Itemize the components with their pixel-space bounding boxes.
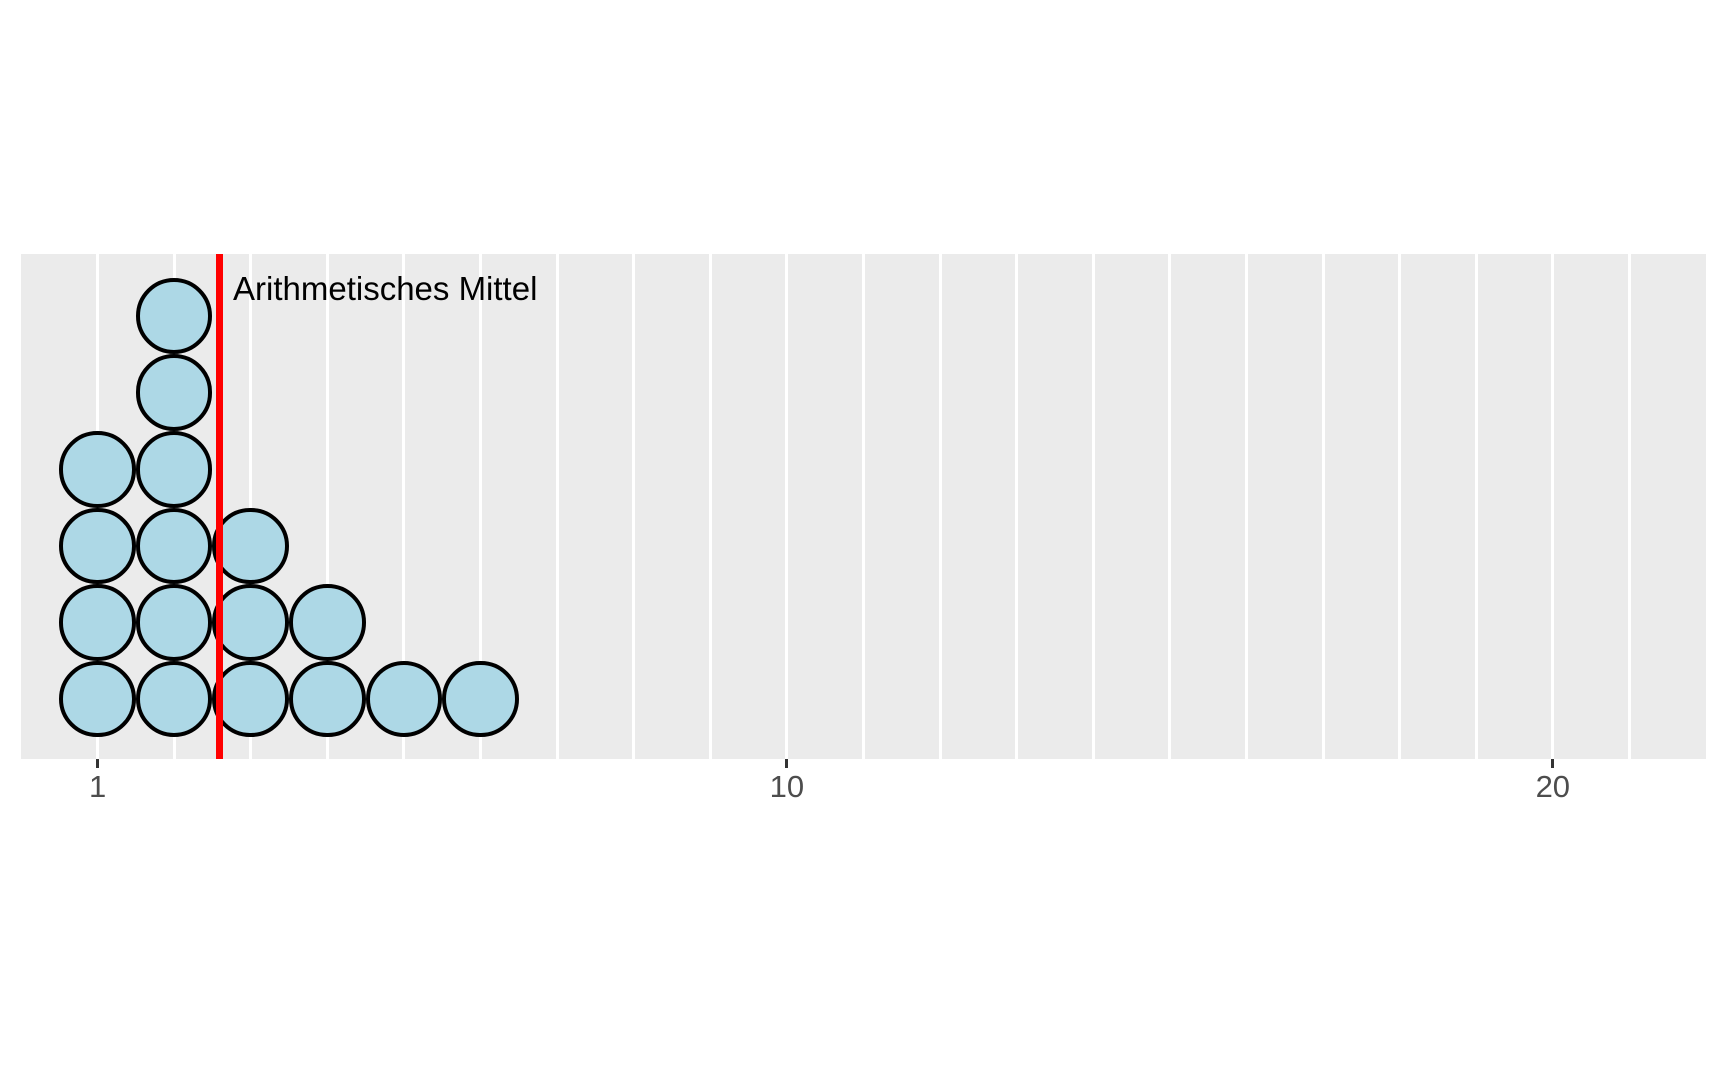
data-dot	[59, 430, 136, 508]
gridline	[1321, 254, 1325, 759]
gridline	[325, 254, 329, 759]
gridline	[708, 254, 712, 759]
data-dot	[59, 507, 136, 585]
gridline	[249, 254, 253, 759]
gridline	[1015, 254, 1019, 759]
data-dot	[442, 660, 519, 738]
mean-line	[215, 254, 223, 759]
x-tick-label: 20	[1535, 769, 1571, 804]
x-tick	[1551, 759, 1555, 768]
gridline	[785, 254, 789, 759]
x-tick-label: 10	[769, 769, 805, 804]
gridline	[1551, 254, 1555, 759]
x-tick-label: 1	[88, 769, 107, 804]
data-dot	[59, 584, 136, 661]
data-dot	[135, 277, 213, 355]
data-dot	[135, 660, 213, 738]
gridline	[402, 254, 406, 759]
data-dot	[289, 660, 366, 738]
gridline	[1398, 254, 1402, 759]
gridline	[862, 254, 865, 759]
gridline	[479, 254, 483, 759]
gridline	[1091, 254, 1095, 759]
data-dot	[135, 584, 213, 661]
gridline	[1474, 254, 1478, 759]
gridline	[1627, 254, 1631, 759]
x-tick	[96, 759, 100, 768]
gridline	[632, 254, 636, 759]
gridline	[555, 254, 559, 759]
data-dot	[135, 354, 213, 431]
data-dot	[365, 660, 443, 738]
plot-panel: Arithmetisches Mittel	[21, 254, 1706, 759]
x-tick	[785, 759, 789, 768]
gridline	[1168, 254, 1172, 759]
data-dot	[289, 584, 366, 661]
gridline	[938, 254, 942, 759]
gridline	[1244, 254, 1248, 759]
data-dot	[212, 584, 290, 661]
data-dot	[59, 660, 136, 738]
data-dot	[212, 507, 290, 585]
data-dot	[135, 507, 213, 585]
mean-annotation-label: Arithmetisches Mittel	[233, 270, 538, 307]
data-dot	[212, 660, 290, 738]
data-dot	[135, 430, 213, 508]
